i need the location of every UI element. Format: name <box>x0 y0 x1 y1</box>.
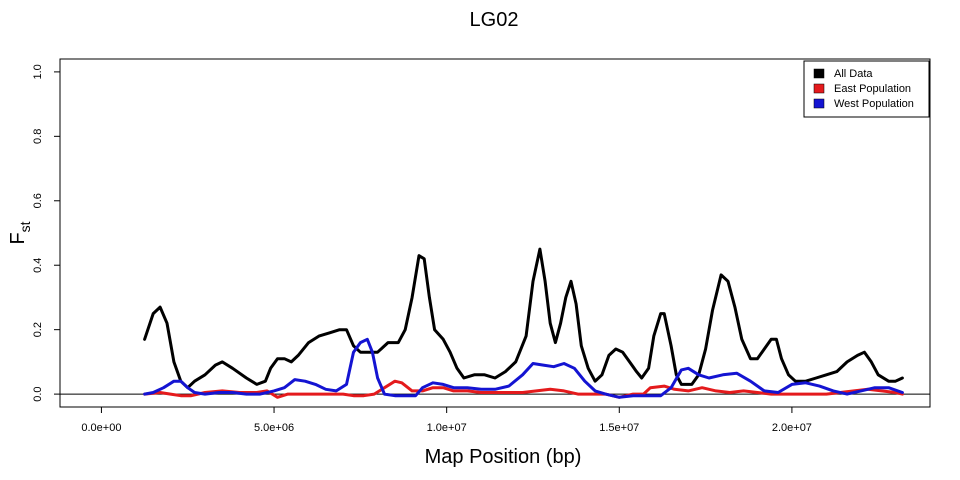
legend: All Data East Population West Population <box>803 60 930 118</box>
legend-swatch-all-data <box>813 68 825 79</box>
series-line-east-population <box>143 379 904 399</box>
y-axis-title: Fst <box>7 221 33 244</box>
series-layer <box>143 247 904 399</box>
legend-label-east-population: East Population <box>834 83 911 95</box>
chart-title: LG02 <box>470 9 519 31</box>
y-axis-title-main: F <box>7 232 29 244</box>
y-tick-label: 0.6 <box>32 193 44 208</box>
legend-swatch-east-population <box>813 83 825 94</box>
plot-frame <box>59 58 931 408</box>
x-tick-label: 1.0e+07 <box>427 422 467 434</box>
y-tick-label: 0.2 <box>32 322 44 337</box>
y-tick-label: 0.0 <box>32 386 44 401</box>
series-line-all-data <box>143 247 904 390</box>
legend-swatch-west-population <box>813 98 825 109</box>
y-axis: 0.0 0.2 0.4 0.6 0.8 1.0 <box>32 64 61 402</box>
y-tick-label: 0.8 <box>32 129 44 144</box>
y-tick-label: 1.0 <box>32 64 44 79</box>
legend-label-all-data: All Data <box>834 68 873 80</box>
legend-box <box>803 60 930 118</box>
x-tick-label: 2.0e+07 <box>772 422 812 434</box>
x-tick-label: 1.5e+07 <box>599 422 639 434</box>
series-line-west-population <box>143 337 904 399</box>
x-axis-title: Map Position (bp) <box>425 446 582 468</box>
y-axis-title-subscript: st <box>17 221 33 232</box>
x-tick-label: 5.0e+06 <box>254 422 294 434</box>
plot-area <box>59 58 931 408</box>
x-axis: 0.0e+00 5.0e+06 1.0e+07 1.5e+07 2.0e+07 <box>81 406 812 434</box>
y-tick-label: 0.4 <box>32 258 44 273</box>
legend-label-west-population: West Population <box>834 98 914 110</box>
x-tick-label: 0.0e+00 <box>81 422 121 434</box>
